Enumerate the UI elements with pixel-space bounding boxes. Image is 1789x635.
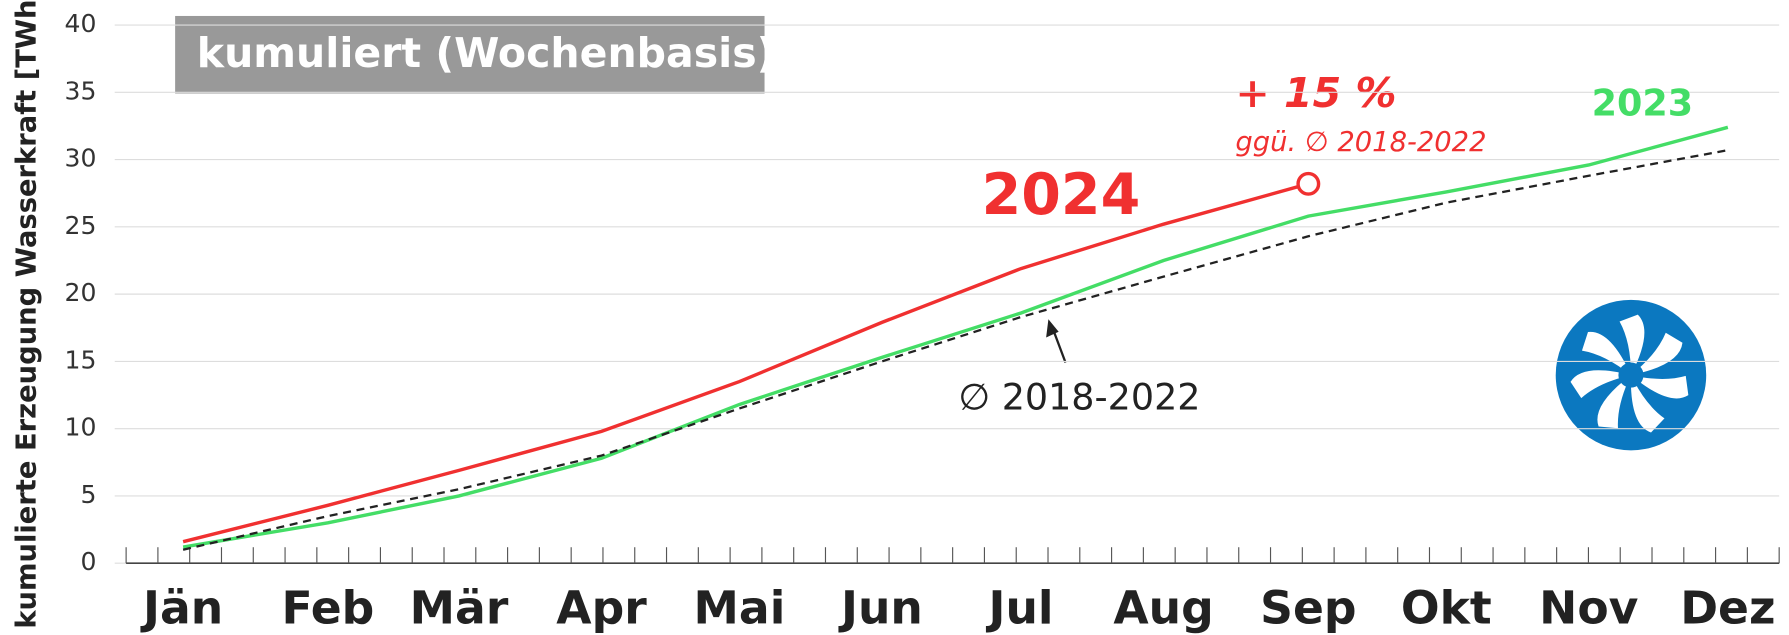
x-tick-label: Jän bbox=[140, 582, 223, 635]
blade bbox=[1581, 332, 1631, 376]
arrow-head bbox=[1046, 319, 1059, 338]
y-tick-label: 40 bbox=[65, 9, 97, 38]
x-tick-label: Aug bbox=[1113, 582, 1213, 635]
blade bbox=[1630, 375, 1689, 399]
end-marker bbox=[1296, 171, 1321, 196]
blade bbox=[1597, 375, 1631, 429]
y-tick-label: 20 bbox=[65, 278, 97, 307]
series-label: ∅ 2018-2022 bbox=[958, 376, 1200, 419]
x-tick-label: Dez bbox=[1680, 582, 1775, 635]
y-tick-label: 15 bbox=[65, 345, 97, 374]
x-tick-label: Feb bbox=[281, 582, 374, 635]
y-tick-label: 5 bbox=[81, 480, 97, 509]
y-tick-label: 10 bbox=[65, 413, 97, 442]
x-tick-label: Sep bbox=[1260, 582, 1356, 635]
y-tick-label: 30 bbox=[65, 144, 97, 173]
x-tick-label: Jul bbox=[986, 582, 1054, 635]
x-tick-label: Jun bbox=[838, 582, 923, 635]
x-tick-label: Nov bbox=[1539, 582, 1638, 635]
series-line bbox=[182, 149, 1729, 551]
y-tick-label: 35 bbox=[65, 76, 97, 105]
chart-title: kumuliert (Wochenbasis) bbox=[197, 29, 776, 77]
x-tick-label: Mär bbox=[410, 582, 509, 635]
title-box bbox=[175, 15, 765, 94]
hydro-icon bbox=[1555, 299, 1707, 451]
x-tick-label: Apr bbox=[556, 582, 647, 635]
y-tick-label: 25 bbox=[65, 211, 97, 240]
y-tick-label: 0 bbox=[81, 547, 97, 576]
series-label: 2023 bbox=[1592, 81, 1694, 124]
series-label: 2024 bbox=[982, 162, 1141, 228]
blade bbox=[1630, 375, 1665, 433]
x-tick-label: Mai bbox=[694, 582, 786, 635]
blade bbox=[1630, 332, 1683, 376]
x-tick-label: Okt bbox=[1401, 582, 1492, 635]
series-line bbox=[182, 182, 1309, 544]
y-axis-label: kumulierte Erzeugung Wasserkraft [TWh] bbox=[12, 0, 43, 629]
blade bbox=[1619, 314, 1645, 376]
series-line bbox=[182, 125, 1729, 549]
blade bbox=[1570, 370, 1631, 399]
annotation: ggü. ∅ 2018-2022 bbox=[1235, 127, 1486, 158]
